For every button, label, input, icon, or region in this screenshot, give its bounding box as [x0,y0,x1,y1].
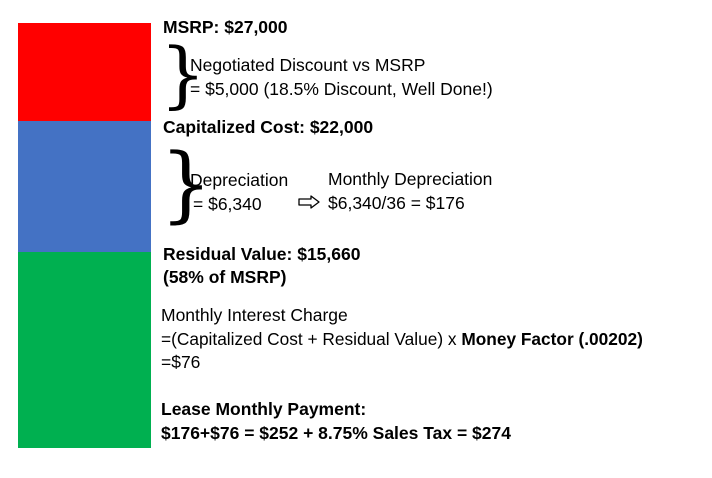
discount-line-1: Negotiated Discount vs MSRP [190,55,426,75]
right-arrow-icon [298,195,320,209]
discount-brace-icon: } [160,32,206,116]
interest-title: Monthly Interest Charge [161,305,348,325]
residual-value-label: Residual Value: $15,660 [163,244,361,264]
depreciation-segment [18,121,151,252]
msrp-discount-segment [18,23,151,121]
residual-value-segment [18,252,151,448]
msrp-label: MSRP: $27,000 [163,17,288,37]
payment-title: Lease Monthly Payment: [161,399,367,419]
depreciation-line-1: Depreciation [190,170,289,190]
monthly-depreciation-line-2: $6,340/36 = $176 [328,193,465,213]
depreciation-brace-icon: } [160,137,213,232]
discount-line-2: = $5,000 (18.5% Discount, Well Done!) [190,79,493,99]
capitalized-cost-label: Capitalized Cost: $22,000 [163,117,374,137]
money-factor-label: Money Factor (.00202) [461,329,643,349]
depreciation-line-2: = $6,340 [193,194,262,214]
interest-formula-text: =(Capitalized Cost + Residual Value) x [161,329,462,349]
interest-formula: =(Capitalized Cost + Residual Value) x M… [161,329,643,350]
residual-percent-label: (58% of MSRP) [163,267,287,287]
payment-formula: $176+$76 = $252 + 8.75% Sales Tax = $274 [161,423,511,443]
monthly-depreciation-line-1: Monthly Depreciation [328,169,493,189]
interest-result: =$76 [161,352,201,372]
